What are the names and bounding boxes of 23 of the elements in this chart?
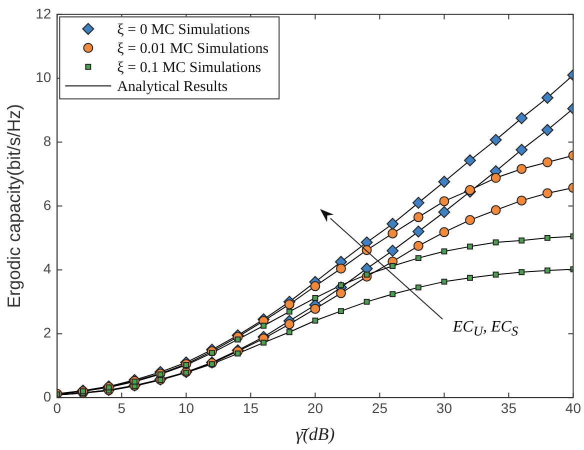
x-tick-label: 40 [565, 400, 582, 416]
x-tick-label: 30 [436, 400, 452, 416]
y-tick-label: 0 [43, 388, 52, 404]
y-tick-label: 4 [43, 260, 52, 277]
x-tick-label: 25 [372, 400, 388, 416]
x-tick-label: 10 [178, 400, 194, 416]
x-tick-label: 15 [242, 400, 259, 416]
x-tick-label: 0 [53, 400, 62, 416]
y-tick-label: 8 [43, 132, 52, 149]
legend-label: ξ = 0.1 MC Simulations [117, 60, 262, 76]
y-tick-label: 10 [36, 69, 52, 86]
legend-label: ξ = 0 MC Simulations [117, 22, 250, 38]
y-tick-label: 2 [43, 324, 52, 341]
legend-label: ξ = 0.01 MC Simulations [117, 40, 269, 57]
y-tick-label: 6 [43, 196, 52, 213]
annotation: EC$_{U}$, EC$_{S}$ [452, 318, 518, 340]
y-tick-label: 12 [36, 5, 52, 22]
x-tick-label: 35 [500, 400, 517, 416]
x-tick-label: 20 [307, 400, 324, 416]
x-tick-label: 5 [118, 400, 126, 416]
legend-label: Analytical Results [117, 78, 228, 95]
y-axis-title: Ergodic capacity(bit/s/Hz) [4, 104, 24, 308]
x-axis-title: γ̄(dB) [296, 424, 335, 444]
